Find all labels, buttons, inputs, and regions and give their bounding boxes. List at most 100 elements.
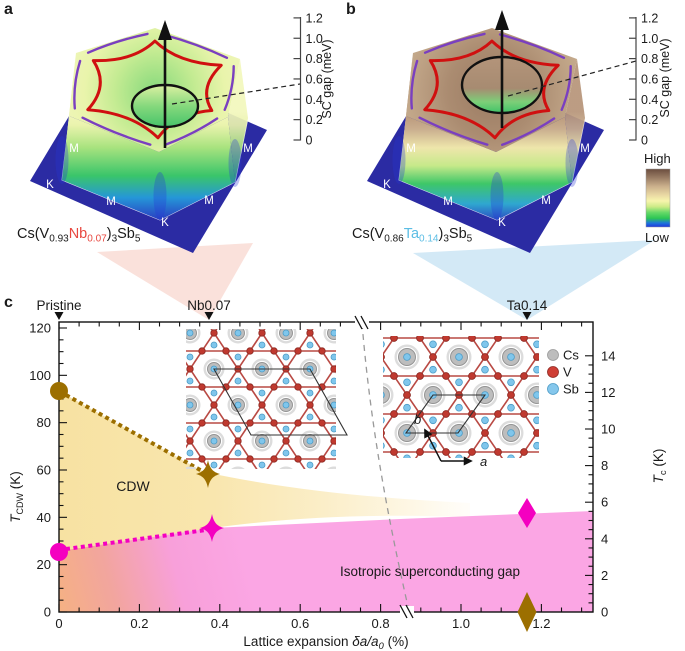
z-axis-arrowhead: [158, 20, 172, 40]
k-point-label: K: [46, 179, 54, 191]
v-atom: [186, 437, 194, 445]
tick-label: 100: [29, 368, 51, 383]
v-atom: [442, 336, 450, 342]
sc-gap-surface-a: [30, 20, 301, 253]
sb-atom: [210, 341, 218, 349]
crystal-inset-pristine: [186, 329, 336, 469]
sc-region: [59, 511, 593, 612]
v-atom: [258, 329, 266, 337]
legend-label-sb: Sb: [563, 382, 579, 397]
tick-label: 0.8: [641, 52, 658, 66]
wall-front: [62, 116, 235, 220]
legend-label-cs: Cs: [563, 348, 579, 363]
plot-frame: [58, 321, 594, 613]
m-point-label: M: [406, 143, 416, 155]
sb-atom: [234, 329, 242, 337]
v-atom: [210, 401, 218, 409]
v-atom: [520, 410, 528, 418]
v-atom: [246, 347, 254, 355]
v-atom: [198, 455, 206, 463]
v-atom: [222, 347, 230, 355]
tick-label: 14: [601, 348, 615, 363]
v-atom: [416, 448, 424, 456]
sb-atom: [455, 378, 463, 387]
tick-label: 0.2: [306, 113, 323, 127]
wall-front: [399, 116, 572, 220]
tick-label: 0.8: [372, 616, 390, 631]
crystal-inset-ta: [383, 336, 539, 458]
formula-a: Cs(V0.93Nb0.07)3Sb5: [17, 226, 141, 245]
v-atom: [494, 410, 502, 418]
legend-swatch-v: [547, 366, 559, 378]
sb-atom: [210, 437, 218, 445]
sb-atom: [258, 389, 266, 397]
sb-atom: [455, 353, 463, 361]
left-axis-title: TCDW (K): [8, 471, 25, 523]
tick-label: 1.2: [532, 616, 550, 631]
gap-value-pointer: [507, 60, 637, 97]
tick-label: 0: [55, 616, 62, 631]
marker-label-pristine: Pristine: [36, 298, 81, 313]
v-atom: [383, 429, 385, 437]
gap-minimum-streak: [228, 139, 242, 187]
sb-atom: [210, 389, 218, 397]
sb-atom: [282, 353, 290, 361]
tick-label: 0.6: [641, 72, 658, 86]
colorbar: [645, 168, 671, 228]
sb-atom: [383, 341, 385, 348]
wall-right: [228, 59, 248, 182]
v-atom: [198, 419, 206, 427]
sb-atom: [507, 429, 515, 437]
v-atom: [416, 336, 424, 342]
v-atom: [520, 336, 528, 342]
tc-point-nb: [200, 514, 224, 542]
cs-atom-halo: [186, 329, 201, 344]
m-point-label: M: [204, 195, 214, 207]
tc-trend-line: [65, 528, 207, 551]
v-atom: [520, 448, 528, 456]
region-divider-dashed: [361, 322, 410, 612]
v-atom: [270, 455, 278, 463]
sc-gap-surface-b: [367, 10, 637, 253]
k-point-label: K: [578, 184, 586, 196]
bz-labels-b: M M M M K K K: [383, 143, 590, 229]
sb-atom: [258, 413, 266, 421]
legend-swatch-cs: [547, 349, 559, 361]
sb-atom: [330, 425, 336, 433]
gap-value-pointer: [171, 83, 301, 105]
z-axis-arrowhead: [495, 10, 509, 30]
cs-atom-halo: [203, 430, 225, 452]
sb-atom: [383, 442, 385, 449]
sb-atom: [210, 413, 218, 421]
cs-atom-halo: [186, 394, 201, 416]
v-atom: [390, 336, 398, 342]
v-atom: [270, 383, 278, 391]
v-atom: [270, 419, 278, 427]
sc-gap-axis-b: 0 0.2 0.4 0.6 0.8 1.0 1.2: [629, 11, 658, 148]
cs-atom-halo: [186, 466, 197, 469]
sb-atom: [481, 340, 489, 349]
gap-minimum-streak: [490, 172, 504, 220]
tick-label: 0: [44, 605, 51, 620]
tick-label: 0.4: [641, 93, 658, 107]
sb-atom: [383, 417, 385, 424]
purple-contour: [410, 32, 572, 146]
sb-atom: [403, 454, 411, 458]
a-vector-label: a: [480, 454, 487, 469]
unit-cell-right: [404, 394, 487, 434]
sb-atom: [533, 391, 539, 399]
sb-atom: [306, 389, 314, 397]
cs-atom-halo: [251, 430, 273, 452]
sb-atom: [533, 416, 539, 425]
sb-atom: [186, 449, 194, 457]
colorbar-high-label: High: [644, 151, 671, 166]
cdw-region: [59, 391, 470, 551]
tick-label: 1.2: [641, 11, 658, 25]
gap-minimum-streak: [55, 136, 69, 184]
cs-atom-halo: [227, 329, 249, 344]
sb-atom: [429, 365, 437, 374]
tick-label: 80: [37, 415, 51, 430]
v-atom: [246, 455, 254, 463]
cs-atom-halo: [446, 344, 472, 370]
v-atom: [442, 372, 450, 380]
